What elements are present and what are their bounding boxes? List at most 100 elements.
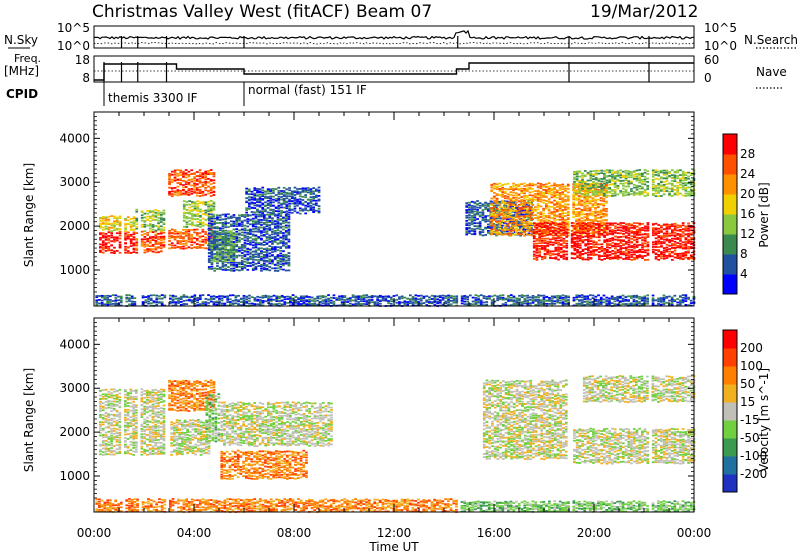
power-ytick-label-2: 3000	[59, 175, 90, 189]
velocity-colorbar-tick-5: -50	[740, 431, 760, 445]
x-tick-label-2: 08:00	[277, 526, 312, 540]
velocity-panel: 1000 2000 3000 4000	[59, 317, 696, 513]
velocity-colorbar-swatch-0	[723, 474, 737, 493]
nsky-line	[94, 29, 695, 40]
nave-tick-bottom: 0	[704, 71, 712, 85]
velocity-colorbar-tick-2: 50	[740, 377, 755, 391]
velocity-echo-region-2	[170, 419, 211, 456]
nsearch-label: N.Search	[744, 33, 798, 47]
velocity-ytick-label-0: 1000	[59, 469, 90, 483]
power-ylabel: Slant Range [km]	[22, 163, 36, 267]
velocity-colorbar-swatch-1	[723, 456, 737, 475]
velocity-ytick-label-1: 2000	[59, 425, 90, 439]
velocity-echo-region-8	[582, 375, 696, 404]
power-colorbar-tick-0: 28	[740, 147, 755, 161]
power-colorbar-swatch-7	[723, 134, 737, 155]
freq-label: Freq.	[14, 52, 41, 65]
power-colorbar-tick-4: 12	[740, 227, 755, 241]
power-ytick-label-0: 1000	[59, 263, 90, 277]
velocity-echo-region-10	[460, 500, 696, 513]
power-echo-region-0	[99, 230, 136, 254]
freq-tick-bottom: 8	[82, 71, 90, 85]
velocity-colorbar-tick-0: 200	[740, 341, 763, 355]
velocity-colorbar: 200 100 50 15 -15 -50 -100 -200	[722, 329, 767, 493]
nsearch-tick-bottom: 10^0	[704, 39, 737, 53]
power-colorbar-swatch-6	[723, 154, 737, 175]
freq-unit-label: [MHz]	[4, 64, 39, 78]
nsky-tick-bottom: 10^0	[57, 39, 90, 53]
velocity-echo-region-9	[95, 498, 458, 513]
power-ytick-label-3: 4000	[59, 131, 90, 145]
cpid-mode-0: themis 3300 IF	[108, 91, 198, 105]
velocity-echo-region-4	[220, 449, 308, 480]
power-colorbar-swatch-3	[723, 214, 737, 235]
freq-line	[94, 62, 694, 81]
nave-tick-top: 60	[704, 53, 719, 67]
power-colorbar-swatch-5	[723, 174, 737, 195]
x-tick-label-3: 12:00	[377, 526, 412, 540]
velocity-colorbar-swatch-2	[723, 438, 737, 457]
velocity-echo-region-6	[482, 379, 568, 461]
x-tick-label-0: 00:00	[77, 526, 112, 540]
velocity-echo-region-0	[99, 388, 166, 456]
velocity-colorbar-label: Velocity [m s^-1]	[757, 368, 771, 472]
power-echo-region-13	[573, 169, 696, 198]
power-echo-region-14	[95, 294, 696, 307]
x-tick-label-6: 00:00	[677, 526, 712, 540]
cpid-row: themis 3300 IF normal (fast) 151 IF	[103, 82, 367, 106]
power-ytick-label-1: 2000	[59, 219, 90, 233]
nsky-label: N.Sky	[4, 33, 38, 47]
x-tick-labels: 00:00 04:00 08:00 12:00 16:00 20:00 00:00	[77, 526, 712, 540]
nsearch-tick-top: 10^5	[704, 21, 737, 35]
velocity-frame	[93, 317, 695, 513]
power-colorbar-swatch-4	[723, 194, 737, 215]
power-colorbar-tick-2: 20	[740, 187, 755, 201]
beam-label: Beam 07	[356, 2, 432, 22]
power-colorbar-swatch-1	[723, 254, 737, 275]
cpid-label: CPID	[6, 87, 38, 101]
nsearch-line	[93, 42, 695, 45]
freq-panel-frame	[93, 55, 695, 83]
power-colorbar-swatch-2	[723, 234, 737, 255]
velocity-colorbar-swatch-3	[723, 420, 737, 439]
velocity-colorbar-tick-3: 15	[740, 395, 755, 409]
velocity-colorbar-tick-4: -15	[740, 413, 760, 427]
freq-tick-top: 18	[75, 53, 90, 67]
power-colorbar-swatch-0	[723, 274, 737, 295]
power-echo-region-9	[245, 186, 321, 215]
freq-trace	[94, 62, 694, 82]
date-label: 19/Mar/2012	[590, 2, 698, 22]
power-colorbar-label: Power [dB]	[757, 182, 771, 247]
x-axis-label: Time UT	[368, 540, 419, 554]
velocity-echo-region-5	[220, 401, 333, 448]
velocity-colorbar-swatch-6	[723, 366, 737, 385]
velocity-echo-region-1	[168, 379, 216, 412]
station-title: Christmas Valley West (fitACF)	[92, 2, 350, 22]
power-panel: 1000 2000 3000 4000	[59, 111, 696, 307]
power-colorbar-tick-3: 16	[740, 207, 755, 221]
velocity-colorbar-swatch-7	[723, 348, 737, 367]
nsky-tick-top: 10^5	[57, 21, 90, 35]
power-echo-region-8	[210, 230, 236, 263]
power-colorbar-tick-6: 4	[740, 267, 748, 281]
nave-label: Nave	[756, 65, 787, 79]
cpid-mode-1: normal (fast) 151 IF	[248, 83, 367, 97]
power-echo-region-5	[168, 169, 216, 197]
velocity-colorbar-swatch-8	[723, 330, 737, 349]
velocity-colorbar-tick-7: -200	[740, 467, 767, 481]
power-echo-region-2	[135, 230, 166, 254]
velocity-colorbar-swatch-5	[723, 384, 737, 403]
velocity-colorbar-swatch-4	[723, 402, 737, 421]
velocity-colorbar-tick-1: 100	[740, 359, 763, 373]
velocity-echo-region-7	[573, 427, 696, 465]
power-colorbar-tick-1: 24	[740, 167, 755, 181]
velocity-ytick-label-2: 3000	[59, 381, 90, 395]
power-echo-region-12	[532, 221, 696, 261]
nsky-trace	[93, 29, 695, 48]
x-tick-label-5: 20:00	[577, 526, 612, 540]
power-echo-region-3	[135, 208, 166, 232]
velocity-colorbar-tick-6: -100	[740, 449, 767, 463]
velocity-ylabel: Slant Range [km]	[22, 368, 36, 472]
velocity-echo-region-3	[205, 393, 221, 443]
power-colorbar-tick-5: 8	[740, 247, 748, 261]
